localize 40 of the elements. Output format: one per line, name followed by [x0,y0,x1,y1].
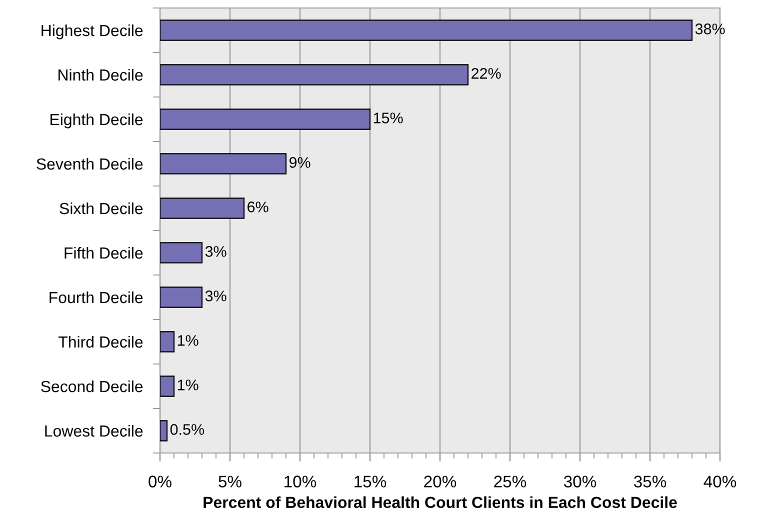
x-tick-label: 25% [494,476,526,488]
x-tick-label: 30% [564,476,596,488]
data-label: 0.5% [170,424,204,435]
y-tick-label: Fourth Decile [50,291,143,304]
bar [160,286,203,308]
data-label: 3% [205,246,226,257]
bar [160,108,371,130]
bar [160,153,287,174]
y-tick-label: Seventh Decile [36,158,143,170]
x-tick-label: 35% [634,476,666,488]
data-label: 15% [374,112,403,124]
bar [160,242,203,264]
x-tick-label: 15% [354,476,386,488]
data-label: 3% [205,290,226,302]
y-tick-label: Highest Decile [42,24,143,40]
data-label: 1% [178,335,198,346]
x-tick-label: 10% [284,476,316,488]
x-tick-label: 40% [704,476,736,488]
y-tick-label: Third Decile [58,336,143,348]
x-axis-title: Percent of Behavioral Health Court Clients in Each Cost Decile [204,496,677,508]
y-tick-label: Lowest Decile [45,424,143,437]
data-label: 9% [289,157,310,168]
data-label: 38% [695,24,725,34]
y-tick-label: Fifth Decile [64,246,143,259]
x-tick-label: 0% [148,476,172,488]
bar [160,331,175,352]
bar [160,376,175,397]
y-tick-label: Second Decile [41,380,143,392]
data-label: 6% [248,202,268,212]
y-tick-label: Sixth Decile [60,202,143,214]
data-label: 1% [178,380,198,390]
data-label: 22% [472,68,501,79]
bar [160,420,168,442]
bar [160,198,245,219]
y-tick-label: Ninth Decile [58,68,143,81]
x-tick-label: 20% [424,476,456,488]
y-tick-label: Eighth Decile [50,113,143,128]
bar [160,64,469,86]
x-tick-label: 5% [218,476,242,488]
bar [160,20,693,41]
